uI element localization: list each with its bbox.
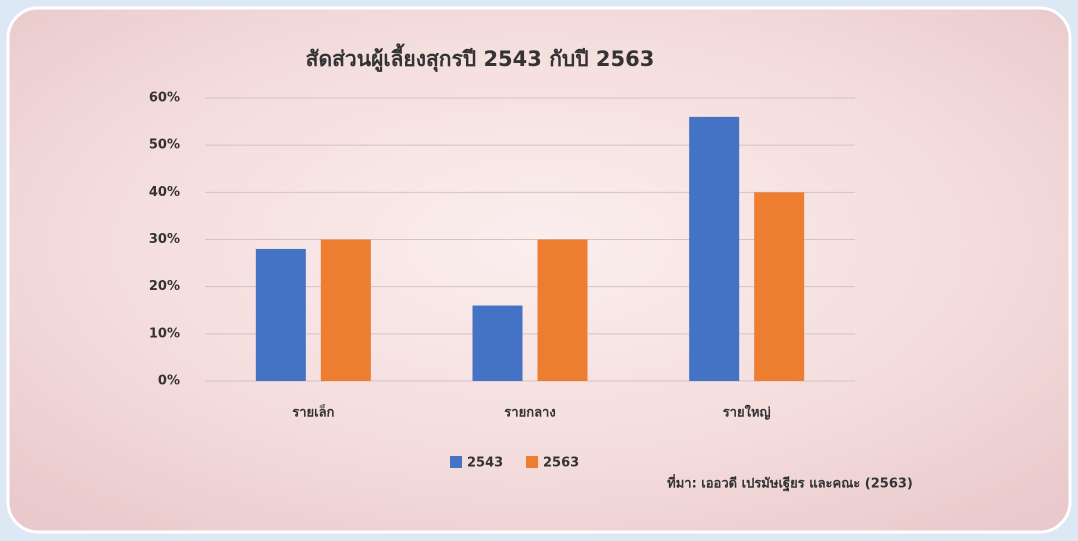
y-tick-label: 0%: [158, 374, 180, 389]
legend-swatch: [526, 456, 538, 468]
y-tick-label: 30%: [149, 232, 180, 247]
legend-swatch: [450, 456, 462, 468]
bar: [754, 192, 804, 381]
chart-title: สัดส่วนผู้เลี้ยงสุกรปี 2543 กับปี 2563: [306, 43, 655, 73]
y-tick-label: 20%: [149, 279, 180, 294]
bar: [256, 249, 306, 381]
y-tick-label: 40%: [149, 185, 180, 200]
legend-label: 2563: [543, 456, 579, 471]
y-tick-label: 60%: [149, 91, 180, 106]
x-tick-label: รายกลาง: [504, 406, 555, 421]
y-tick-label: 50%: [149, 138, 180, 153]
bar: [538, 240, 588, 382]
x-tick-label: รายเล็ก: [292, 403, 334, 421]
bar: [473, 306, 523, 381]
bar: [321, 240, 371, 382]
page: สัดส่วนผู้เลี้ยงสุกรปี 2543 กับปี 2563 ท…: [0, 0, 1078, 537]
bar: [689, 117, 739, 381]
chart: สัดส่วนผู้เลี้ยงสุกรปี 2543 กับปี 2563 ท…: [0, 0, 1078, 537]
legend-label: 2543: [467, 456, 503, 471]
x-tick-label: รายใหญ่: [723, 404, 771, 421]
source-note: ที่มา: เออวดี เปรมัษเฐียร และคณะ (2563): [667, 474, 913, 493]
y-tick-label: 10%: [149, 326, 180, 341]
